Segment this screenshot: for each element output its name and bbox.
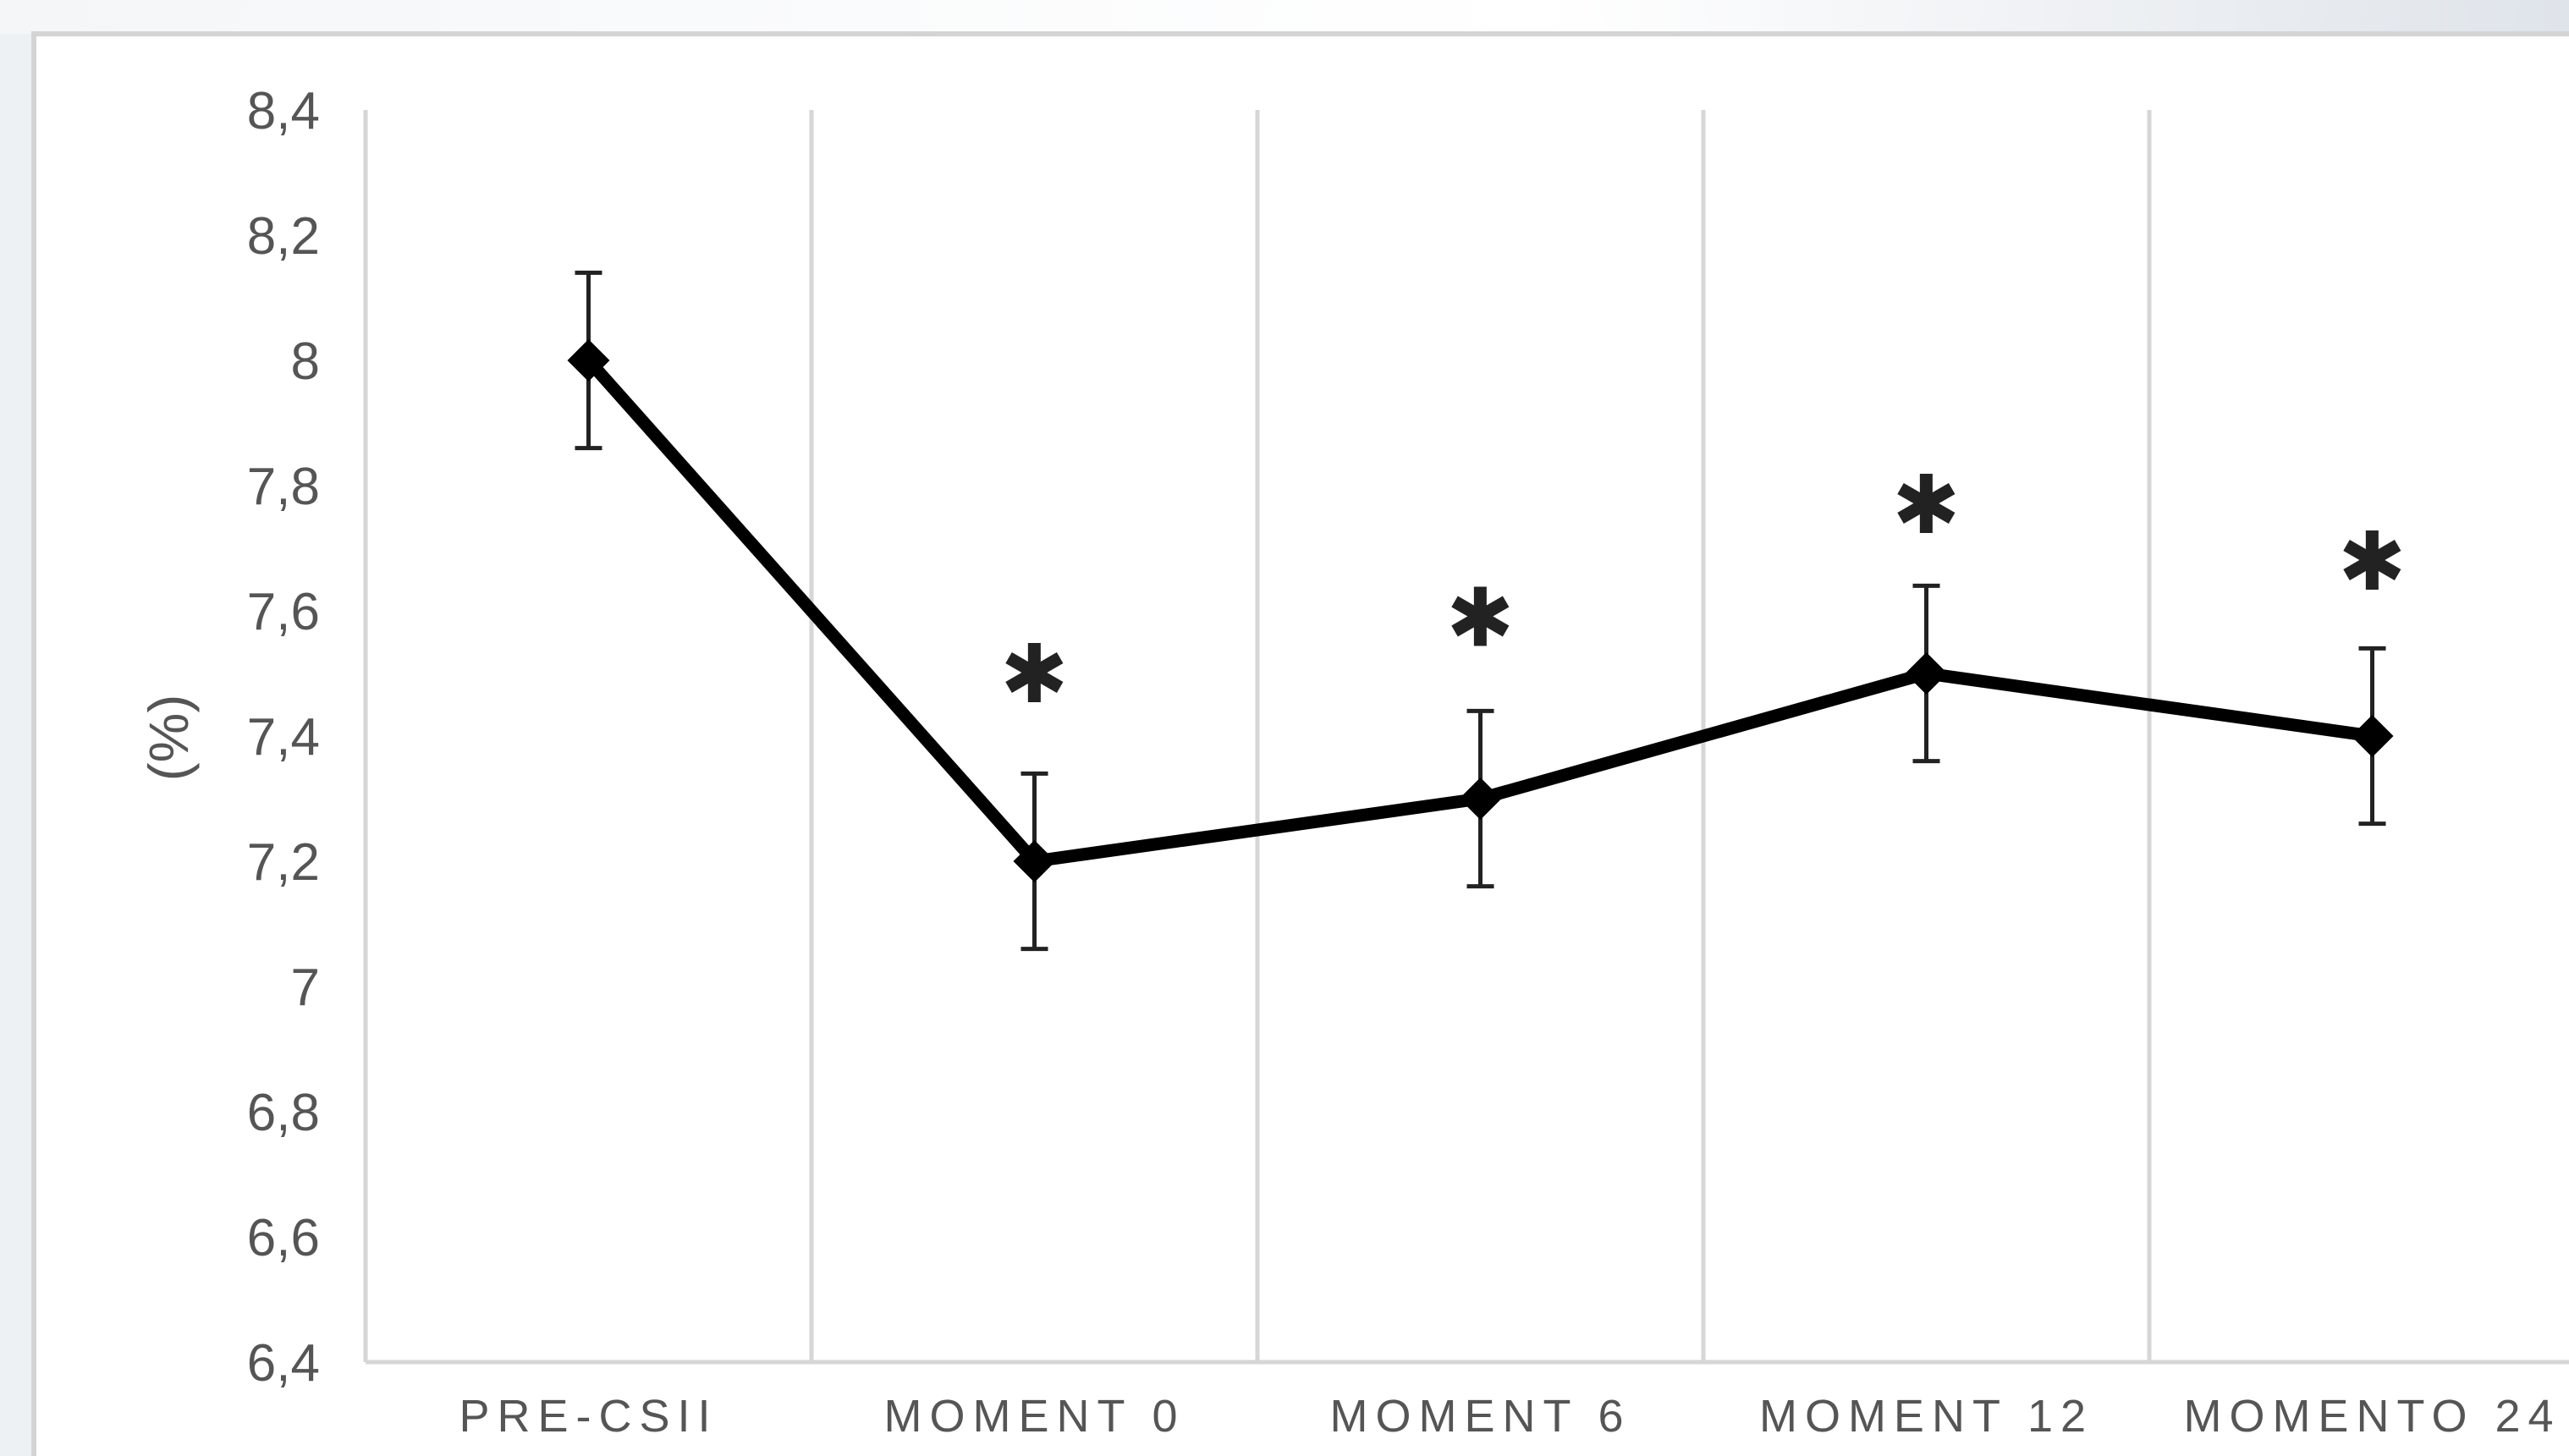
y-tick-label: 7,8 — [247, 458, 320, 516]
significance-annotations: ✱ ✱ ✱ ✱ — [1000, 458, 2406, 722]
significance-asterisk: ✱ — [1892, 458, 1960, 552]
y-tick-label: 6,6 — [247, 1209, 320, 1267]
y-tick-labels: 6,4 6,6 6,8 7 7,2 7,4 7,6 7,8 8 8,2 8,4 — [247, 82, 320, 1393]
y-tick-label: 6,8 — [247, 1084, 320, 1142]
axes — [363, 110, 2569, 1365]
x-tick-label: MOMENT 0 — [883, 1391, 1185, 1442]
data-point — [2351, 715, 2394, 757]
y-tick-label: 8 — [291, 332, 320, 391]
x-tick-labels: PRE-CSII MOMENT 0 MOMENT 6 MOMENT 12 MOMENTO… — [459, 1391, 2561, 1442]
data-point — [1013, 840, 1056, 882]
x-tick-label: MOMENT 12 — [1759, 1391, 2093, 1442]
y-tick-label: 8,2 — [247, 207, 320, 266]
y-tick-label: 8,4 — [247, 82, 320, 140]
y-tick-label: 7,2 — [247, 833, 320, 892]
significance-asterisk: ✱ — [1000, 627, 1068, 722]
y-tick-label: 7,4 — [247, 708, 320, 766]
y-axis-title: (%) — [137, 695, 200, 782]
x-tick-label: MOMENTO 24 — [2183, 1391, 2561, 1442]
data-point — [567, 339, 610, 382]
y-tick-label: 7,6 — [247, 583, 320, 641]
data-markers — [567, 339, 2394, 882]
y-tick-label: 6,4 — [247, 1334, 320, 1393]
significance-asterisk: ✱ — [2338, 514, 2406, 609]
x-tick-label: PRE-CSII — [459, 1391, 718, 1442]
x-tick-label: MOMENT 6 — [1329, 1391, 1631, 1442]
y-tick-label: 7 — [291, 959, 320, 1017]
significance-asterisk: ✱ — [1446, 570, 1514, 665]
data-point — [1459, 777, 1502, 820]
plot-panel — [31, 31, 2569, 1456]
top-band — [0, 0, 2569, 34]
data-point — [1905, 652, 1948, 695]
